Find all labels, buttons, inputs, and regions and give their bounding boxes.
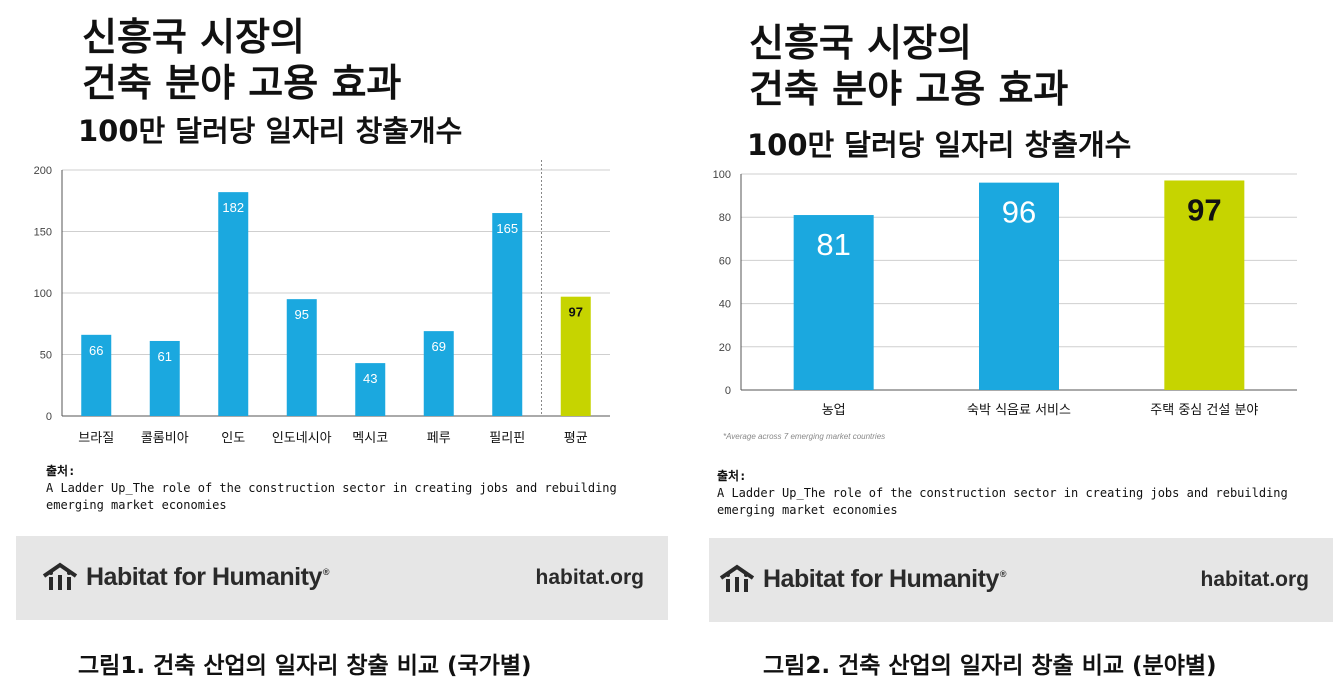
habitat-logo-text: Habitat for Humanity® [763, 564, 1007, 593]
habitat-logo: Habitat for Humanity® [719, 564, 1007, 594]
figure-caption: 그림2. 건축 산업의 일자리 창출 비교 (분야별) [763, 653, 1217, 679]
chart-title-line1: 신흥국 시장의 [82, 15, 305, 59]
country-bar-chart: 0 50 100 150 200 66 브라질 61 콜롬비아 182 인도 95 인도네시아 43 멕시코… [34, 158, 610, 446]
chart-title-line1: 신흥국 시장의 [749, 21, 972, 65]
habitat-banner: Habitat for Humanity® habitat.org [709, 538, 1333, 622]
source-label: 출처: [717, 469, 747, 483]
bar [218, 192, 249, 416]
bar [560, 296, 591, 416]
y-tick-label: 40 [719, 299, 731, 311]
bar [1164, 180, 1245, 390]
x-tick-label: 농업 [822, 403, 846, 418]
x-tick-label: 페루 [427, 431, 451, 446]
y-tick-label: 200 [34, 165, 52, 177]
data-label: 182 [222, 200, 244, 215]
source-text-line2: emerging market economies [46, 498, 227, 512]
x-tick-label: 멕시코 [352, 431, 388, 446]
chart-subtitle: 100만 달러당 일자리 창출개수 [78, 114, 463, 148]
bar [81, 334, 112, 416]
y-tick-label: 20 [719, 342, 731, 354]
x-tick-label: 인도네시아 [272, 431, 332, 446]
source-text-line1: A Ladder Up_The role of the construction… [46, 481, 617, 495]
habitat-site-link[interactable]: habitat.org [535, 566, 645, 589]
bar [149, 340, 180, 416]
figure-2-panel: 신흥국 시장의 건축 분야 고용 효과 100만 달러당 일자리 창출개수 0 2… [671, 0, 1342, 688]
source-text-line2: emerging market economies [717, 503, 898, 517]
habitat-house-icon [42, 562, 78, 590]
bar [355, 363, 386, 416]
y-tick-label: 80 [719, 212, 731, 224]
y-tick-label: 150 [34, 227, 52, 239]
data-label: 165 [496, 221, 518, 236]
y-tick-label: 0 [46, 411, 52, 423]
source-text-line1: A Ladder Up_The role of the construction… [717, 486, 1288, 500]
data-label: 81 [816, 227, 850, 262]
bar [286, 299, 317, 416]
figure-1-panel: 신흥국 시장의 건축 분야 고용 효과 100만 달러당 일자리 창출개수 0 5… [16, 15, 668, 679]
data-label: 97 [569, 305, 583, 320]
bar [979, 182, 1059, 390]
x-tick-label: 주택 중심 건설 분야 [1150, 403, 1258, 418]
chart-footnote: *Average across 7 emerging market countr… [723, 432, 886, 441]
habitat-house-icon [719, 564, 755, 592]
x-tick-label: 숙박 식음료 서비스 [967, 403, 1071, 418]
source-label: 출처: [46, 464, 76, 478]
habitat-site-link[interactable]: habitat.org [1200, 568, 1310, 591]
habitat-logo-text: Habitat for Humanity® [86, 562, 330, 591]
y-tick-label: 100 [713, 169, 731, 181]
bar [793, 215, 874, 390]
bar [492, 213, 523, 416]
sector-bar-chart: 0 20 40 60 80 100 81 농업 96 숙박 식음료 서비스 97 주택 중심 건설 분… [713, 169, 1297, 418]
data-label: 97 [1187, 192, 1221, 227]
habitat-banner: Habitat for Humanity® habitat.org [16, 536, 668, 620]
data-label: 61 [158, 349, 172, 364]
x-tick-label: 콜롬비아 [141, 431, 189, 446]
chart-title-line2: 건축 분야 고용 효과 [82, 61, 402, 105]
habitat-logo: Habitat for Humanity® [42, 562, 330, 592]
x-tick-label: 평균 [564, 431, 588, 446]
data-label: 66 [89, 343, 103, 358]
y-tick-label: 100 [34, 288, 52, 300]
data-label: 96 [1002, 195, 1036, 230]
figure-caption: 그림1. 건축 산업의 일자리 창출 비교 (국가별) [78, 653, 532, 679]
y-tick-label: 0 [725, 385, 731, 397]
data-label: 69 [432, 339, 446, 354]
y-tick-label: 60 [719, 255, 731, 267]
bar [423, 331, 454, 416]
chart-title-line2: 건축 분야 고용 효과 [749, 67, 1069, 111]
x-tick-label: 인도 [221, 431, 245, 446]
data-label: 43 [363, 371, 377, 386]
data-label: 95 [295, 307, 309, 322]
y-tick-label: 50 [40, 350, 52, 362]
x-tick-label: 브라질 [78, 431, 114, 446]
chart-subtitle: 100만 달러당 일자리 창출개수 [747, 128, 1132, 162]
x-tick-label: 필리핀 [489, 431, 525, 446]
